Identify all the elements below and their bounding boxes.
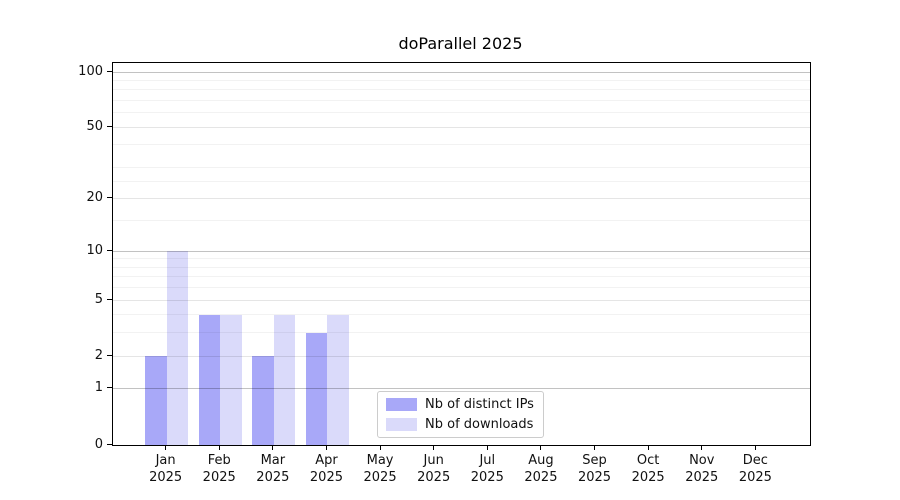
- grid-line-90: [113, 79, 810, 81]
- grid-line-8: [113, 266, 810, 268]
- x-tick-label-dec: Dec 2025: [738, 453, 772, 485]
- x-tick-label-jan: Jan 2025: [149, 453, 183, 485]
- legend-swatch-downloads: [386, 418, 417, 431]
- legend: Nb of distinct IPs Nb of downloads: [377, 391, 544, 438]
- x-tick-mark-jun: [433, 445, 435, 450]
- x-tick-label-jul: Jul 2025: [470, 453, 504, 485]
- y-tick-label-1: 1: [94, 380, 103, 396]
- bar-downloads-feb: [220, 314, 242, 445]
- bar-downloads-jan: [166, 251, 189, 445]
- grid-line-10: [113, 250, 810, 252]
- y-tick-label-5: 5: [94, 291, 103, 307]
- grid-line-50: [113, 126, 810, 128]
- grid-line-5: [113, 299, 810, 301]
- x-tick-label-oct: Oct 2025: [631, 453, 665, 485]
- grid-line-6: [113, 287, 810, 289]
- x-tick-mark-jul: [486, 445, 488, 450]
- grid-line-30: [113, 167, 810, 168]
- x-tick-mark-jan: [165, 445, 167, 450]
- x-tick-label-mar: Mar 2025: [256, 453, 290, 485]
- y-tick-label-0: 0: [94, 436, 103, 452]
- y-tick-mark-100: [107, 70, 112, 72]
- y-tick-mark-50: [107, 125, 112, 127]
- grid-line-9: [113, 258, 810, 260]
- x-tick-mark-apr: [325, 445, 327, 450]
- plot-area: [112, 62, 811, 446]
- bar-distinct-ips-mar: [252, 356, 274, 445]
- x-tick-label-nov: Nov 2025: [685, 453, 719, 485]
- x-tick-label-feb: Feb 2025: [202, 453, 236, 485]
- x-tick-label-jun: Jun 2025: [417, 453, 451, 485]
- x-tick-mark-oct: [647, 445, 649, 450]
- legend-swatch-distinct-ips: [386, 398, 417, 411]
- y-tick-label-50: 50: [86, 118, 103, 134]
- grid-line-70: [113, 100, 810, 102]
- x-tick-mark-dec: [754, 445, 756, 450]
- x-tick-mark-mar: [272, 445, 274, 450]
- x-tick-mark-feb: [218, 445, 220, 450]
- y-tick-mark-0: [107, 443, 112, 445]
- y-tick-label-10: 10: [86, 242, 103, 258]
- grid-line-100: [113, 71, 810, 73]
- y-tick-mark-1: [107, 387, 112, 389]
- y-tick-mark-2: [107, 354, 112, 356]
- x-tick-label-aug: Aug 2025: [524, 453, 558, 485]
- x-tick-mark-sep: [594, 445, 596, 450]
- grid-line-7: [113, 276, 810, 278]
- legend-item-downloads: Nb of downloads: [386, 417, 534, 432]
- grid-line-80: [113, 89, 810, 91]
- x-tick-mark-may: [379, 445, 381, 450]
- grid-line-15: [113, 220, 810, 222]
- x-tick-label-sep: Sep 2025: [577, 453, 612, 485]
- legend-label-distinct-ips: Nb of distinct IPs: [425, 397, 534, 412]
- y-tick-mark-10: [107, 249, 112, 251]
- legend-label-downloads: Nb of downloads: [425, 417, 534, 432]
- grid-line-25: [113, 181, 810, 183]
- chart-title: doParallel 2025: [398, 34, 523, 53]
- y-tick-label-20: 20: [86, 190, 103, 206]
- bar-distinct-ips-feb: [198, 314, 221, 445]
- grid-line-40: [113, 144, 810, 146]
- y-tick-mark-20: [107, 197, 112, 199]
- y-tick-mark-5: [107, 298, 112, 300]
- y-tick-label-100: 100: [78, 63, 103, 79]
- x-tick-mark-aug: [540, 445, 542, 450]
- grid-line-20: [113, 198, 810, 200]
- x-tick-label-may: May 2025: [363, 453, 397, 485]
- bar-distinct-ips-jan: [145, 356, 167, 445]
- x-tick-mark-nov: [701, 445, 703, 450]
- bar-distinct-ips-apr: [305, 332, 328, 445]
- legend-item-distinct-ips: Nb of distinct IPs: [386, 397, 534, 412]
- grid-line-60: [113, 112, 810, 114]
- bar-downloads-apr: [327, 314, 349, 445]
- x-tick-label-apr: Apr 2025: [309, 453, 343, 485]
- bar-downloads-mar: [273, 314, 296, 445]
- y-tick-label-2: 2: [94, 347, 103, 363]
